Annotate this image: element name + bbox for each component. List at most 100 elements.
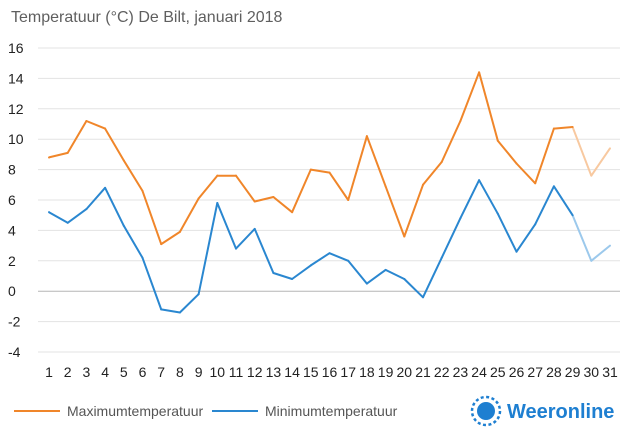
data-point: [609, 244, 611, 247]
y-tick-label: 8: [8, 162, 16, 178]
data-point: [328, 171, 331, 174]
series-forecast-line-max: [571, 126, 611, 177]
y-tick-label: 16: [8, 40, 24, 56]
data-point: [253, 200, 256, 203]
x-tick-label: 4: [101, 364, 109, 380]
y-tick-label: 14: [8, 70, 24, 86]
data-point: [328, 252, 331, 255]
data-point: [590, 259, 593, 262]
y-tick-label: 2: [8, 253, 16, 269]
data-point: [160, 308, 163, 311]
x-tick-label: 29: [565, 364, 581, 380]
x-tick-label: 12: [247, 364, 263, 380]
data-point: [104, 186, 107, 189]
data-point: [160, 243, 163, 246]
y-axis: -4 -2 0 2 4 6 8 10 12 14 16: [8, 40, 24, 360]
series-line-max: [48, 71, 573, 246]
data-point: [48, 211, 50, 214]
x-tick-label: 15: [303, 364, 319, 380]
data-point: [496, 212, 499, 215]
data-point: [571, 126, 574, 129]
data-point: [552, 185, 555, 188]
data-point: [216, 174, 219, 177]
grid: [38, 47, 620, 353]
data-point: [347, 259, 350, 262]
data-point: [309, 264, 312, 267]
x-tick-label: 8: [176, 364, 184, 380]
data-point: [440, 161, 443, 163]
x-tick-label: 3: [83, 364, 91, 380]
x-tick-label: 31: [602, 364, 618, 380]
y-tick-label: 10: [8, 131, 24, 147]
data-point: [66, 151, 69, 154]
data-point: [178, 311, 181, 314]
data-point: [609, 147, 611, 150]
data-point: [291, 211, 294, 214]
data-point: [291, 278, 294, 281]
data-point: [48, 156, 50, 159]
data-point: [272, 271, 275, 274]
x-tick-label: 20: [397, 364, 413, 380]
x-tick-label: 10: [210, 364, 226, 380]
x-tick-label: 6: [139, 364, 147, 380]
y-tick-label: 6: [8, 192, 16, 208]
data-point: [534, 182, 537, 185]
data-point: [384, 268, 387, 271]
data-point: [197, 197, 200, 200]
data-point: [403, 278, 406, 281]
x-tick-label: 13: [266, 364, 282, 380]
data-point: [422, 296, 424, 299]
y-tick-label: -4: [8, 344, 21, 360]
y-tick-label: 0: [8, 283, 16, 299]
sun-logo-icon: [470, 395, 502, 427]
x-tick-label: 23: [453, 364, 469, 380]
brand-name: Weeronline: [507, 401, 614, 423]
data-point: [235, 174, 237, 177]
y-tick-label: 12: [8, 101, 24, 117]
data-point: [85, 119, 88, 122]
data-point: [122, 159, 125, 162]
brand-logo: Weeronline: [470, 395, 614, 427]
x-tick-label: 1: [45, 364, 53, 380]
x-tick-label: 2: [64, 364, 72, 380]
data-point: [141, 189, 144, 192]
data-point: [216, 202, 219, 205]
data-point: [384, 185, 387, 188]
x-tick-label: 19: [378, 364, 394, 380]
data-point: [515, 250, 518, 253]
x-tick-label: 7: [157, 364, 165, 380]
chart-title: Temperatuur (°C) De Bilt, januari 2018: [11, 9, 283, 26]
x-tick-label: 25: [490, 364, 506, 380]
x-tick-label: 30: [584, 364, 600, 380]
data-point: [403, 235, 406, 238]
legend-label-min: Minimumtemperatuur: [265, 403, 398, 419]
legend-label-max: Maximumtemperatuur: [67, 403, 203, 419]
x-tick-label: 14: [284, 364, 300, 380]
x-tick-label: 18: [359, 364, 375, 380]
data-point: [459, 217, 462, 220]
x-tick-label: 21: [415, 364, 431, 380]
legend: Maximumtemperatuur Minimumtemperatuur: [14, 403, 398, 419]
data-point: [235, 247, 237, 250]
data-point: [515, 162, 518, 165]
data-point: [66, 221, 69, 224]
data-point: [253, 227, 256, 230]
series-lines: [48, 71, 611, 314]
data-point: [347, 199, 350, 201]
x-tick-label: 17: [340, 364, 356, 380]
x-tick-label: 9: [195, 364, 203, 380]
data-point: [534, 223, 537, 226]
data-point: [440, 256, 443, 259]
data-point: [122, 224, 125, 227]
data-point: [365, 282, 368, 285]
x-axis: 1 2 3 4 5 6 7 8 9 10 11 12 13 14 15 16 17 18 19 20 21 22 23 24 2…: [45, 364, 618, 380]
data-point: [85, 208, 88, 211]
data-point: [272, 195, 275, 198]
legend-item-max: Maximumtemperatuur: [14, 403, 203, 419]
data-point: [104, 127, 107, 130]
y-tick-label: -2: [8, 314, 21, 330]
x-tick-label: 28: [546, 364, 562, 380]
x-tick-label: 22: [434, 364, 450, 380]
x-tick-label: 16: [322, 364, 338, 380]
data-point: [178, 230, 181, 233]
